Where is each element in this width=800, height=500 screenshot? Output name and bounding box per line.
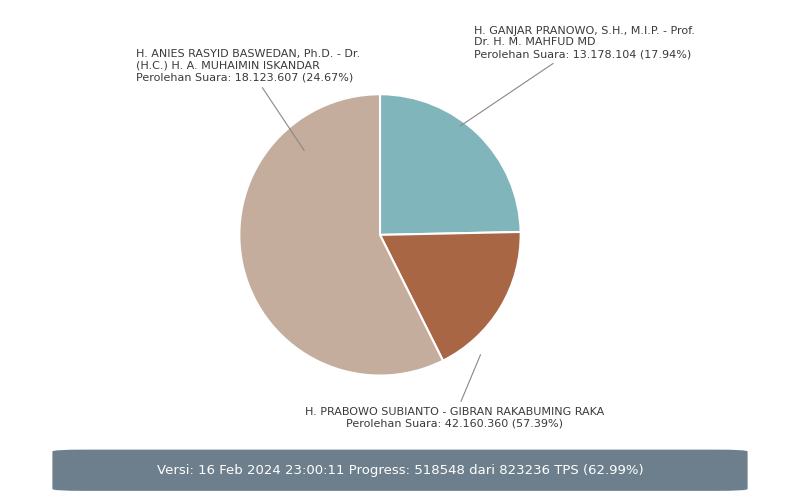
Wedge shape (239, 94, 443, 376)
Text: Versi: 16 Feb 2024 23:00:11 Progress: 518548 dari 823236 TPS (62.99%): Versi: 16 Feb 2024 23:00:11 Progress: 51… (157, 464, 643, 477)
Text: H. GANJAR PRANOWO, S.H., M.I.P. - Prof.
Dr. H. M. MAHFUD MD
Perolehan Suara: 13.: H. GANJAR PRANOWO, S.H., M.I.P. - Prof. … (461, 26, 694, 126)
Wedge shape (380, 232, 521, 360)
Text: H. PRABOWO SUBIANTO - GIBRAN RAKABUMING RAKA
Perolehan Suara: 42.160.360 (57.39%: H. PRABOWO SUBIANTO - GIBRAN RAKABUMING … (305, 354, 604, 428)
FancyBboxPatch shape (53, 450, 747, 491)
Text: H. ANIES RASYID BASWEDAN, Ph.D. - Dr.
(H.C.) H. A. MUHAIMIN ISKANDAR
Perolehan S: H. ANIES RASYID BASWEDAN, Ph.D. - Dr. (H… (136, 50, 360, 150)
Wedge shape (380, 94, 521, 235)
